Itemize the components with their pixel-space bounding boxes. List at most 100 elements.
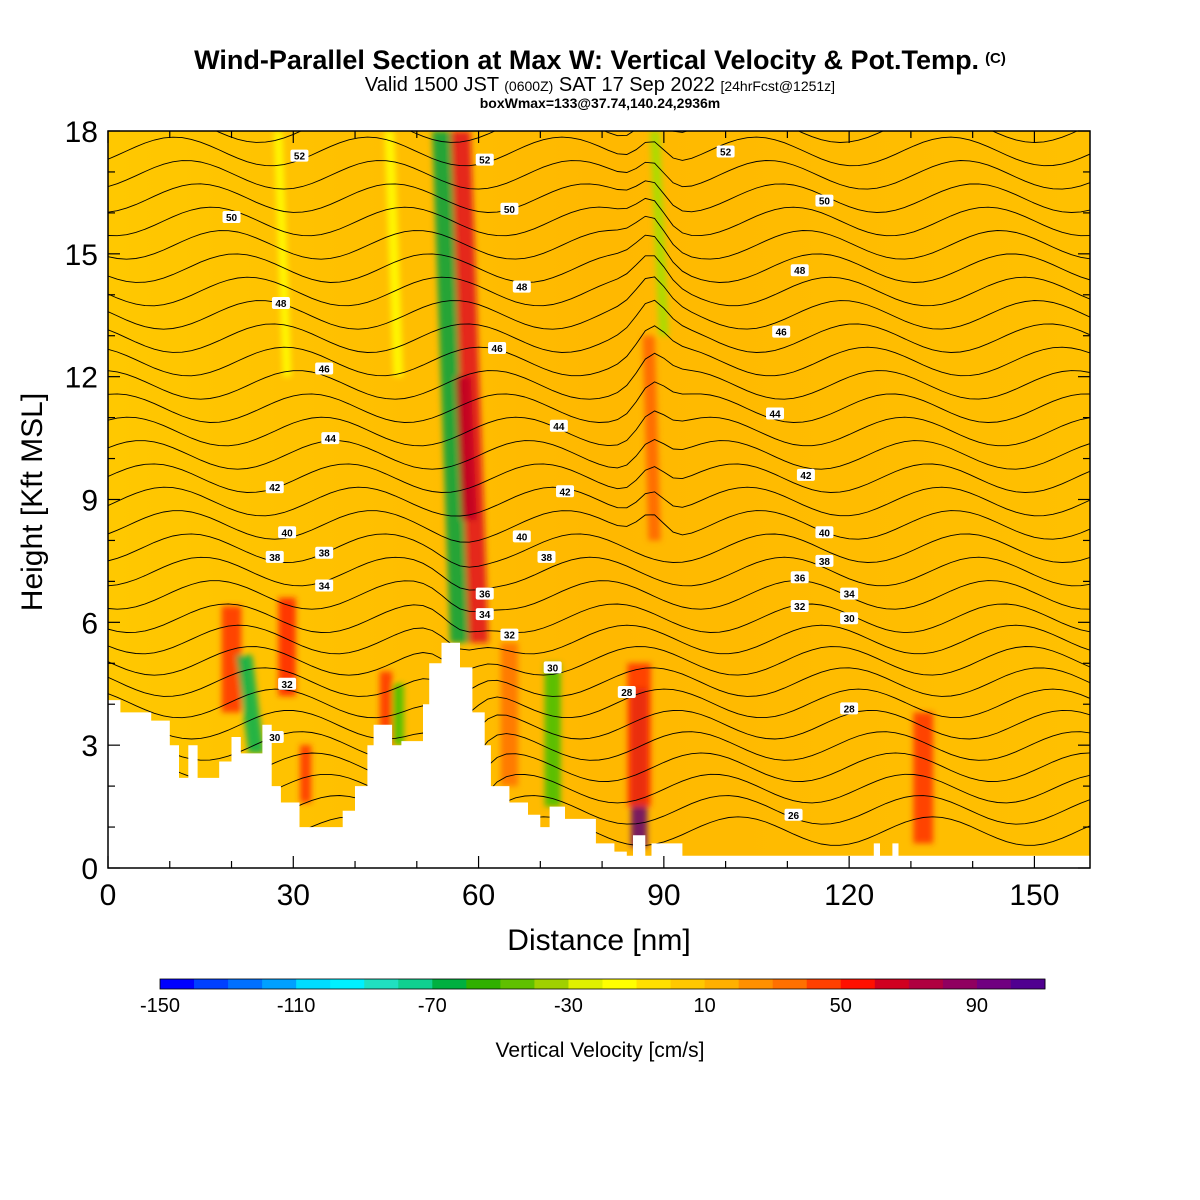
svg-text:52: 52 bbox=[294, 152, 306, 163]
velocity-plume bbox=[384, 131, 404, 377]
colorbar-swatch bbox=[432, 979, 467, 989]
isentrope-line bbox=[108, 65, 1090, 96]
isentrope-line bbox=[108, 215, 1090, 260]
velocity-plume bbox=[392, 683, 404, 746]
svg-text:46: 46 bbox=[492, 344, 504, 355]
isentrope-line bbox=[108, 486, 1090, 517]
contour-label: 50 bbox=[222, 210, 241, 224]
contour-label: 44 bbox=[766, 407, 785, 421]
velocity-plume bbox=[221, 605, 242, 713]
contour-label: 42 bbox=[556, 485, 575, 498]
svg-text:38: 38 bbox=[319, 549, 331, 560]
velocity-plume bbox=[236, 655, 265, 754]
chart-title-block: Wind-Parallel Section at Max W: Vertical… bbox=[0, 44, 1200, 111]
svg-text:50: 50 bbox=[504, 205, 516, 216]
chart-title-text: Wind-Parallel Section at Max W: Vertical… bbox=[194, 45, 980, 75]
x-tick-label: 90 bbox=[647, 879, 680, 912]
contour-label: 40 bbox=[815, 526, 834, 539]
y-tick-label: 3 bbox=[81, 730, 98, 763]
contour-label: 28 bbox=[617, 685, 636, 699]
colorbar-tick-label: -110 bbox=[277, 995, 316, 1017]
colorbar-frame bbox=[159, 978, 1046, 990]
forecast-info: [24hrFcst@1251z] bbox=[720, 78, 836, 94]
plot-area: 52 52 52 50 50 50 48 48 48 46 46 46 44 44 44 42 42 42 40 40… bbox=[108, 65, 1090, 868]
colorbar-swatch bbox=[840, 979, 876, 989]
copyright-mark: (C) bbox=[985, 50, 1006, 67]
x-axis-title: Distance [nm] bbox=[507, 924, 690, 957]
x-tick-label: 60 bbox=[462, 879, 495, 912]
isentrope-line bbox=[108, 197, 1090, 237]
y-tick-label: 15 bbox=[65, 239, 98, 272]
contour-label: 52 bbox=[475, 153, 494, 167]
isentrope-line bbox=[108, 180, 1090, 213]
colorbar-swatch bbox=[534, 979, 569, 989]
contour-label: 36 bbox=[790, 571, 809, 584]
contour-label: 38 bbox=[815, 554, 834, 568]
svg-text:46: 46 bbox=[776, 328, 788, 339]
svg-text:44: 44 bbox=[325, 434, 337, 445]
contour-label: 32 bbox=[500, 628, 519, 642]
svg-text:34: 34 bbox=[319, 581, 331, 592]
svg-text:46: 46 bbox=[319, 364, 331, 375]
svg-text:32: 32 bbox=[794, 602, 806, 613]
isentrope-line bbox=[108, 410, 1090, 447]
isentrope-line bbox=[108, 688, 1090, 719]
contour-label: 42 bbox=[796, 468, 815, 482]
svg-text:28: 28 bbox=[844, 704, 856, 715]
svg-text:42: 42 bbox=[269, 483, 281, 494]
svg-text:48: 48 bbox=[794, 266, 806, 277]
terrain-mask bbox=[108, 642, 1090, 868]
colorbar-swatch bbox=[942, 979, 978, 989]
svg-text:34: 34 bbox=[479, 610, 491, 621]
contour-label: 36 bbox=[475, 587, 494, 601]
svg-text:42: 42 bbox=[559, 487, 571, 498]
colorbar-swatch bbox=[296, 979, 331, 989]
x-axis: 0 30 60 90 120 150 bbox=[100, 131, 1059, 912]
vertical-velocity-field bbox=[221, 131, 934, 848]
y-tick-label: 6 bbox=[81, 607, 98, 640]
colorbar-swatch bbox=[908, 979, 944, 989]
contour-label: 38 bbox=[537, 550, 556, 564]
x-tick-label: 120 bbox=[824, 879, 874, 912]
colorbar-swatch bbox=[160, 979, 195, 989]
contour-label: 40 bbox=[278, 526, 297, 539]
svg-text:30: 30 bbox=[547, 663, 559, 674]
contour-label: 52 bbox=[290, 149, 309, 163]
svg-text:44: 44 bbox=[769, 410, 781, 421]
y-tick-label: 12 bbox=[65, 362, 98, 395]
contour-label: 28 bbox=[840, 702, 859, 715]
colorbar-swatch bbox=[670, 979, 706, 989]
contour-label: 30 bbox=[265, 730, 284, 744]
isentrope-line bbox=[108, 276, 1090, 330]
isentrope-line bbox=[108, 709, 1090, 745]
contour-label: 34 bbox=[840, 587, 859, 601]
isentrope-line bbox=[108, 381, 1090, 423]
colorbar-swatch bbox=[398, 979, 433, 989]
contour-label: 30 bbox=[543, 661, 562, 674]
valid-time: Valid 1500 JST bbox=[364, 74, 499, 96]
isentrope-line bbox=[108, 299, 1090, 353]
svg-text:42: 42 bbox=[800, 471, 812, 482]
svg-text:34: 34 bbox=[844, 590, 856, 601]
colorbar-swatch bbox=[772, 979, 808, 989]
contour-label: 48 bbox=[271, 296, 290, 310]
isentrope-line bbox=[108, 624, 1090, 655]
colorbar-swatch bbox=[738, 979, 774, 989]
colorbar-swatch bbox=[364, 979, 399, 989]
svg-text:48: 48 bbox=[275, 299, 287, 310]
isentrope-line bbox=[108, 603, 1090, 634]
svg-text:36: 36 bbox=[479, 590, 491, 601]
velocity-plume bbox=[273, 131, 292, 377]
isentrope-line bbox=[108, 580, 1090, 612]
y-tick-label: 0 bbox=[81, 853, 98, 886]
colorbar: -150 -110 -70 -30 10 50 90 bbox=[140, 978, 1046, 1017]
colorbar-swatch bbox=[874, 979, 910, 989]
isentrope-line bbox=[108, 667, 1090, 697]
colorbar-swatch bbox=[568, 979, 603, 989]
contour-label: 48 bbox=[512, 280, 531, 294]
isentrope-line bbox=[108, 510, 1090, 543]
potential-temperature-contours bbox=[108, 65, 1090, 868]
svg-text:26: 26 bbox=[788, 811, 800, 822]
